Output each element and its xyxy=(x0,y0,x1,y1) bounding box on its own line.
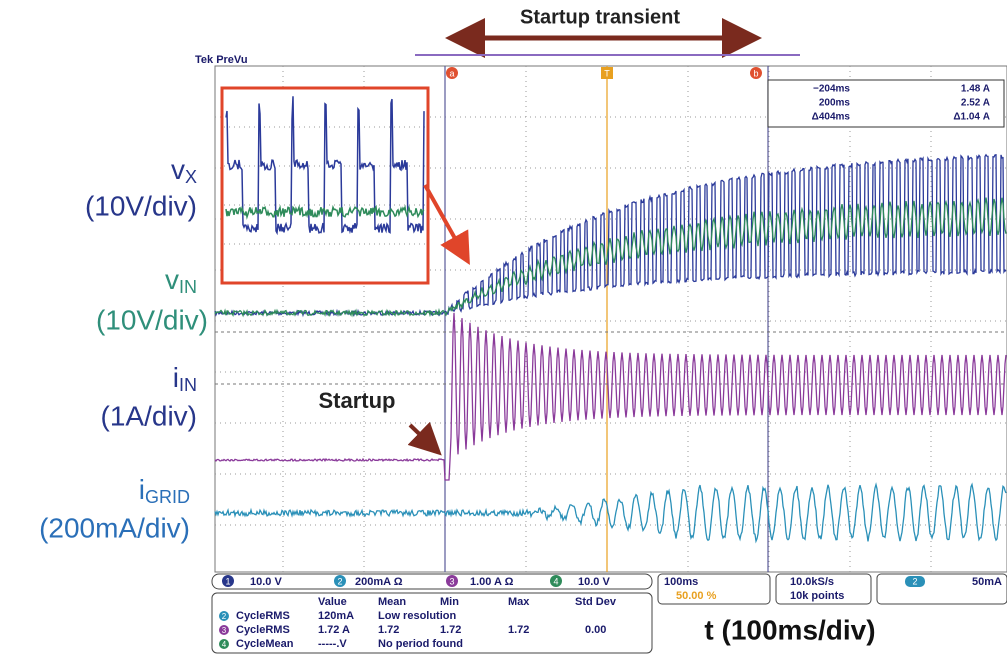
ch-number: 4 xyxy=(553,576,558,586)
channel-label: iIN xyxy=(173,362,197,394)
channel-scale: (10V/div) xyxy=(85,190,197,221)
measurements: Value Mean Min Max Std Dev 2 CycleRMS 120mA Low … xyxy=(212,593,652,653)
time-axis-label: t (100ms/div) xyxy=(704,614,875,645)
measurement-cell: 1.72 xyxy=(440,624,461,636)
cursor-readout: −204ms 1.48 A 200ms 2.52 A Δ404ms Δ1.04 … xyxy=(768,80,1004,127)
subscript: IN xyxy=(179,375,197,395)
ch-setting: 1.00 A Ω xyxy=(470,576,514,588)
cursor-b-label: b xyxy=(753,68,758,78)
record-length: 10k points xyxy=(790,590,844,602)
measurement-cell: 0.00 xyxy=(585,624,606,636)
measurement-cell: No period found xyxy=(378,638,463,650)
measurement-header: Std Dev xyxy=(575,596,617,608)
symbol: v xyxy=(171,154,185,185)
channel-scale: (200mA/div) xyxy=(39,512,190,543)
timebase: 100ms xyxy=(664,576,698,588)
measurement-header: Mean xyxy=(378,596,406,608)
measurement-header: Min xyxy=(440,596,459,608)
channel-label: iGRID xyxy=(139,474,190,506)
measurement-cell: -----.V xyxy=(318,638,347,650)
readout-time: 200ms xyxy=(819,98,851,109)
startup-label: Startup xyxy=(319,388,396,413)
measurement-cell: 1.72 xyxy=(378,624,399,636)
scope-brand: Tek PreVu xyxy=(195,54,248,66)
trigger-level: 50mA xyxy=(972,576,1002,588)
zoom-inset xyxy=(222,88,428,283)
measurement-cell: 1.72 xyxy=(508,624,529,636)
subscript: X xyxy=(185,167,197,187)
measurement-header: Max xyxy=(508,596,530,608)
row-channel: 2 xyxy=(222,612,227,621)
subscript: GRID xyxy=(145,487,190,507)
ch-number: 1 xyxy=(225,576,230,586)
readout-value: 2.52 A xyxy=(961,98,990,109)
measurement-header: Value xyxy=(318,596,347,608)
channel-scale: (10V/div) xyxy=(96,304,208,335)
measurement-name: CycleRMS xyxy=(236,624,290,636)
readout-time: −204ms xyxy=(813,84,850,95)
ch-number: 2 xyxy=(337,576,342,586)
channel-label: vIN xyxy=(165,264,197,296)
ch-setting: 10.0 V xyxy=(578,576,610,588)
sample-rate: 10.0kS/s xyxy=(790,576,834,588)
symbol: v xyxy=(165,264,179,295)
channel-scale: (1A/div) xyxy=(101,400,197,431)
measurement-name: CycleRMS xyxy=(236,610,290,622)
measurement-name: CycleMean xyxy=(236,638,294,650)
row-channel: 4 xyxy=(222,640,227,649)
transient-title: Startup transient xyxy=(520,6,680,28)
measurement-cell: Low resolution xyxy=(378,610,457,622)
measurement-cell: 1.72 A xyxy=(318,624,350,636)
ch-setting: 200mA Ω xyxy=(355,576,403,588)
figure: Startup transient Tek PreVu a T b −204ms… xyxy=(0,0,1007,656)
trigger-label: T xyxy=(604,68,610,78)
trigger-position: 50.00 % xyxy=(676,590,717,602)
readout-delta-time: Δ404ms xyxy=(812,112,851,123)
ch-setting: 10.0 V xyxy=(250,576,282,588)
row-channel: 3 xyxy=(222,626,227,635)
cursor-a-label: a xyxy=(449,68,454,78)
subscript: IN xyxy=(179,277,197,297)
measurement-cell: 120mA xyxy=(318,610,354,622)
readout-delta-value: Δ1.04 A xyxy=(953,112,990,123)
ch-number: 3 xyxy=(449,576,454,586)
channel-label: vX xyxy=(171,154,197,186)
readout-value: 1.48 A xyxy=(961,84,990,95)
trigger-channel: 2 xyxy=(912,576,917,586)
